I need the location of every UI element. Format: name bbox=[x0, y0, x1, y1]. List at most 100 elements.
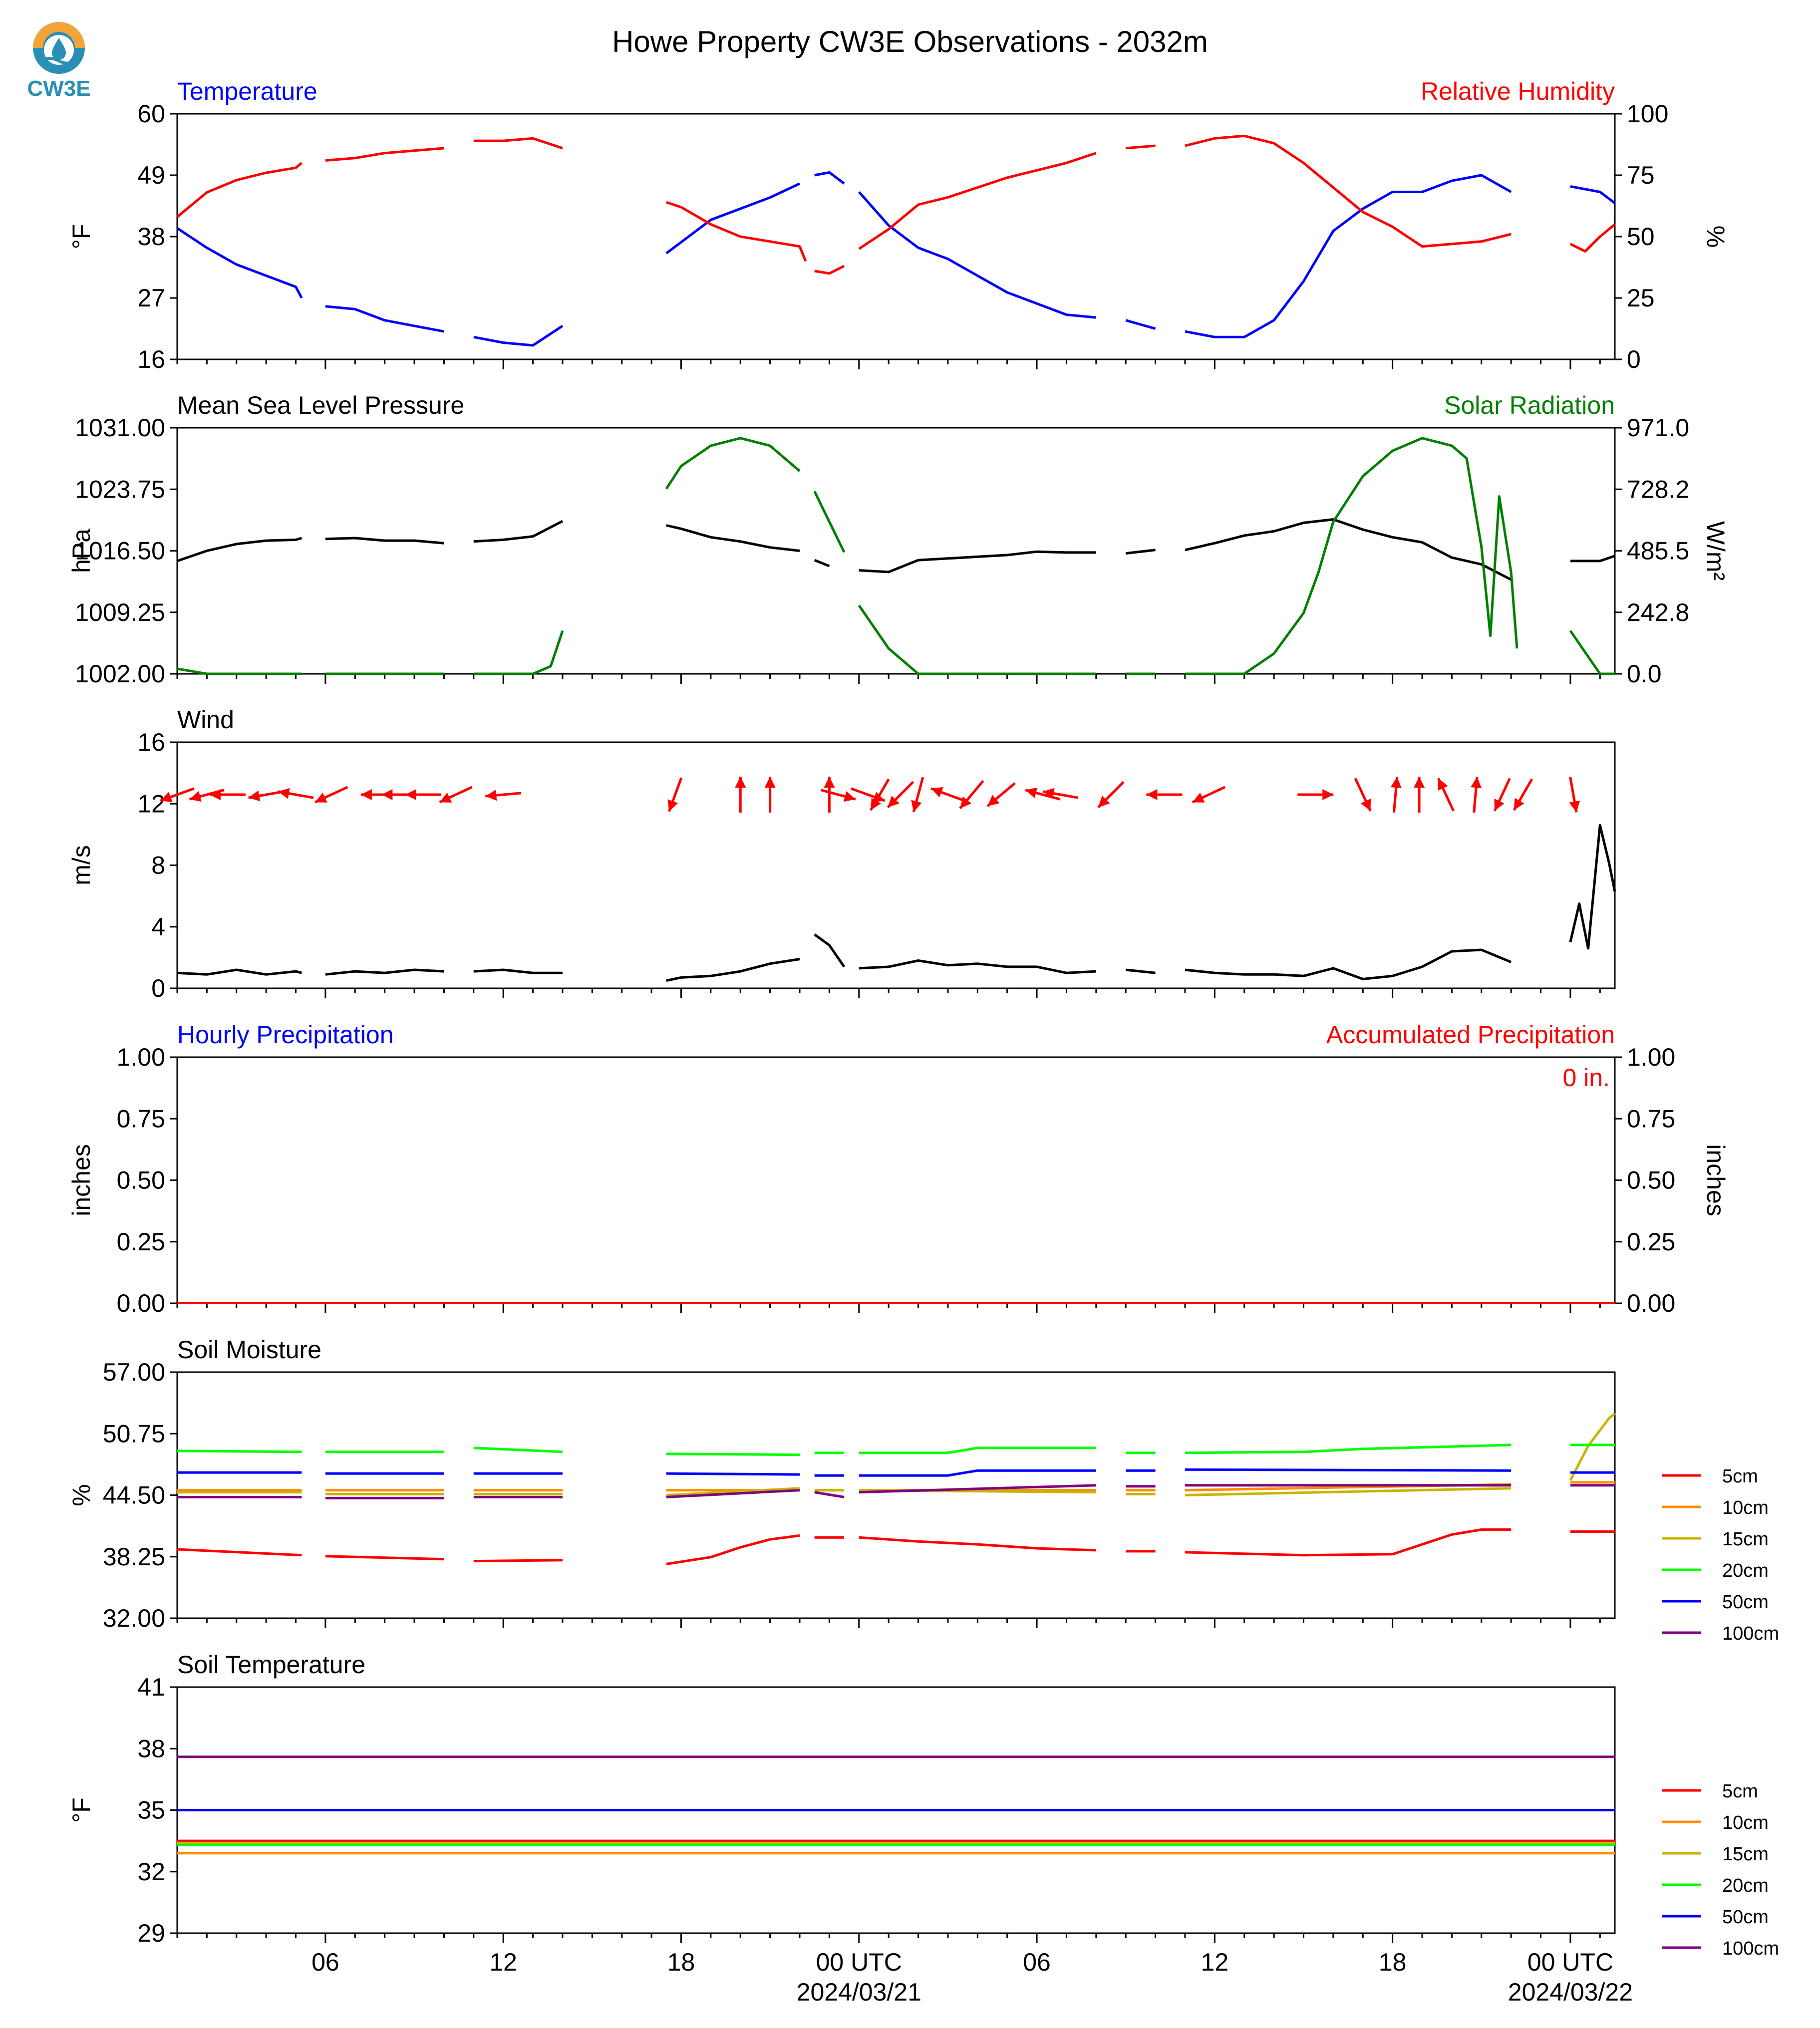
series-100cm bbox=[666, 1489, 800, 1498]
y-tick-label: 8 bbox=[151, 852, 165, 879]
series-15cm bbox=[1185, 1487, 1512, 1496]
series-temperature bbox=[814, 171, 845, 185]
series-temperature bbox=[1185, 174, 1512, 338]
panel-precip: Hourly Precipitation Accumulated Precipit… bbox=[67, 1021, 1730, 1317]
wind-arrow bbox=[1192, 786, 1226, 804]
wind-arrow bbox=[314, 786, 348, 804]
y-tick-label: 1023.75 bbox=[75, 475, 165, 503]
series-relative-humidity bbox=[1125, 144, 1156, 150]
series-wind bbox=[814, 933, 846, 968]
y2-tick-label: 0.75 bbox=[1627, 1105, 1675, 1133]
y-tick-label: 29 bbox=[137, 1919, 165, 1947]
y-tick-label: 32.00 bbox=[103, 1604, 165, 1632]
series-relative-humidity bbox=[666, 201, 807, 262]
y2-tick-label: 0.0 bbox=[1627, 660, 1662, 688]
y2-axis-label: W/m² bbox=[1702, 521, 1730, 580]
series-solar-radiation bbox=[813, 491, 846, 553]
series-wind bbox=[859, 959, 1096, 974]
logo-text: CW3E bbox=[27, 76, 90, 101]
wind-arrow-head bbox=[960, 796, 971, 809]
y2-tick-label: 728.2 bbox=[1627, 475, 1689, 503]
wind-arrow-head bbox=[405, 789, 416, 800]
legend-label: 15cm bbox=[1722, 1529, 1769, 1550]
wind-arrow bbox=[986, 782, 1016, 808]
y2-tick-label: 242.8 bbox=[1627, 598, 1689, 626]
series-wind bbox=[666, 958, 800, 982]
y-tick-label: 27 bbox=[137, 284, 165, 312]
series-5cm bbox=[666, 1534, 800, 1565]
wind-arrow bbox=[667, 777, 683, 812]
series-solar-radiation bbox=[1185, 437, 1518, 675]
series-50cm bbox=[666, 1472, 800, 1476]
panel-title-left: Soil Moisture bbox=[177, 1336, 321, 1364]
y2-tick-label: 0.00 bbox=[1627, 1289, 1675, 1317]
y2-tick-label: 0.50 bbox=[1627, 1166, 1675, 1194]
series-50cm bbox=[859, 1469, 1096, 1477]
series-wind bbox=[325, 968, 444, 976]
y-tick-label: 49 bbox=[137, 161, 165, 189]
x-date-label: 2024/03/21 bbox=[797, 1978, 921, 2006]
legend-label: 5cm bbox=[1722, 1781, 1758, 1802]
series-wind bbox=[473, 968, 563, 974]
y-tick-label: 0 bbox=[151, 974, 165, 1002]
wind-arrow-head bbox=[888, 796, 900, 808]
plot-frame bbox=[176, 741, 1616, 989]
wind-arrow bbox=[870, 778, 890, 811]
wind-arrow bbox=[959, 780, 984, 810]
wind-arrow-head bbox=[764, 777, 776, 788]
wind-arrow-head bbox=[931, 787, 943, 798]
series-temperature bbox=[325, 305, 444, 333]
logo-wave-icon bbox=[38, 57, 80, 65]
series-mean-sea-level-pressure bbox=[325, 537, 444, 545]
y-tick-label: 1.00 bbox=[117, 1043, 165, 1071]
panel-wind: Wind 16 12 8 4 0 m/s bbox=[67, 706, 1616, 1002]
y-tick-label: 0.00 bbox=[117, 1289, 165, 1317]
y-axis-label: °F bbox=[67, 1797, 95, 1823]
series-solar-radiation bbox=[665, 437, 801, 490]
wind-arrow bbox=[1042, 788, 1079, 799]
panel-pressure_solar: Mean Sea Level Pressure Solar Radiation 10… bbox=[67, 391, 1730, 688]
series-mean-sea-level-pressure bbox=[1570, 555, 1615, 563]
y-tick-label: 60 bbox=[137, 100, 165, 128]
wind-arrow-head bbox=[209, 789, 221, 800]
series-mean-sea-level-pressure bbox=[177, 537, 303, 563]
wind-arrow bbox=[1146, 789, 1183, 800]
legend-label: 20cm bbox=[1722, 1560, 1769, 1581]
y-tick-label: 0.75 bbox=[117, 1105, 165, 1133]
legend-label: 10cm bbox=[1722, 1497, 1769, 1518]
series-20cm bbox=[859, 1447, 1096, 1454]
wind-arrow-head bbox=[160, 792, 173, 803]
y2-tick-label: 1.00 bbox=[1627, 1043, 1675, 1071]
wind-arrow-head bbox=[1043, 788, 1055, 799]
cw3e-logo: CW3E bbox=[27, 22, 91, 101]
logo-droplet-icon bbox=[52, 38, 66, 60]
wind-arrow bbox=[1471, 776, 1482, 813]
series-15cm bbox=[666, 1487, 800, 1496]
series-20cm bbox=[1185, 1444, 1512, 1454]
y2-tick-label: 485.5 bbox=[1627, 537, 1689, 565]
wind-arrow bbox=[439, 786, 473, 804]
series-20cm bbox=[666, 1452, 800, 1456]
wind-arrow-head bbox=[735, 777, 746, 788]
wind-arrow bbox=[764, 777, 776, 813]
wind-arrow-head bbox=[1438, 778, 1448, 791]
series-relative-humidity bbox=[473, 137, 563, 150]
series-5cm bbox=[177, 1548, 302, 1557]
series-temperature bbox=[1570, 185, 1616, 204]
wind-arrow-head bbox=[1569, 800, 1580, 813]
wind-arrow-head bbox=[1098, 796, 1110, 808]
y2-tick-label: 100 bbox=[1627, 100, 1668, 128]
wind-arrow-head bbox=[381, 789, 393, 800]
series-wind bbox=[1569, 824, 1616, 950]
wind-arrow-head bbox=[1414, 777, 1425, 788]
series-5cm bbox=[473, 1559, 563, 1563]
y-tick-label: 32 bbox=[137, 1858, 165, 1886]
wind-arrow bbox=[1025, 787, 1061, 801]
series-mean-sea-level-pressure bbox=[1125, 549, 1156, 555]
y-tick-label: 0.25 bbox=[117, 1228, 165, 1256]
y2-axis-label: inches bbox=[1702, 1144, 1730, 1216]
y2-tick-label: 0.25 bbox=[1627, 1228, 1675, 1256]
wind-arrow-head bbox=[843, 791, 856, 802]
series-relative-humidity bbox=[1185, 134, 1512, 248]
